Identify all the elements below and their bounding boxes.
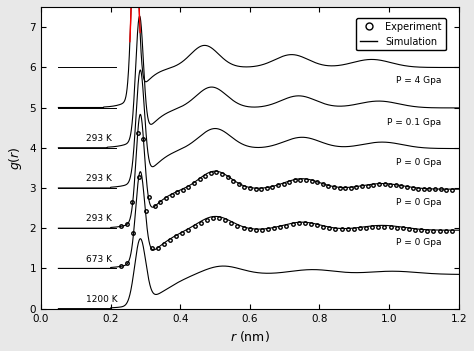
Text: P = 0.1 Gpa: P = 0.1 Gpa: [387, 118, 441, 127]
Text: P = 0 Gpa: P = 0 Gpa: [396, 238, 441, 247]
Text: 673 K: 673 K: [86, 254, 112, 264]
Text: 293 K: 293 K: [86, 214, 112, 223]
Text: P = 4 Gpa: P = 4 Gpa: [396, 77, 441, 85]
Text: P = 0 Gpa: P = 0 Gpa: [396, 198, 441, 207]
Text: P = 0 Gpa: P = 0 Gpa: [396, 158, 441, 167]
X-axis label: $r$ (nm): $r$ (nm): [230, 329, 270, 344]
Text: 293 K: 293 K: [86, 134, 112, 143]
Text: 293 K: 293 K: [86, 174, 112, 183]
Y-axis label: $g(r)$: $g(r)$: [7, 146, 24, 170]
Legend: Experiment, Simulation: Experiment, Simulation: [356, 18, 446, 51]
Text: 1200 K: 1200 K: [86, 295, 118, 304]
